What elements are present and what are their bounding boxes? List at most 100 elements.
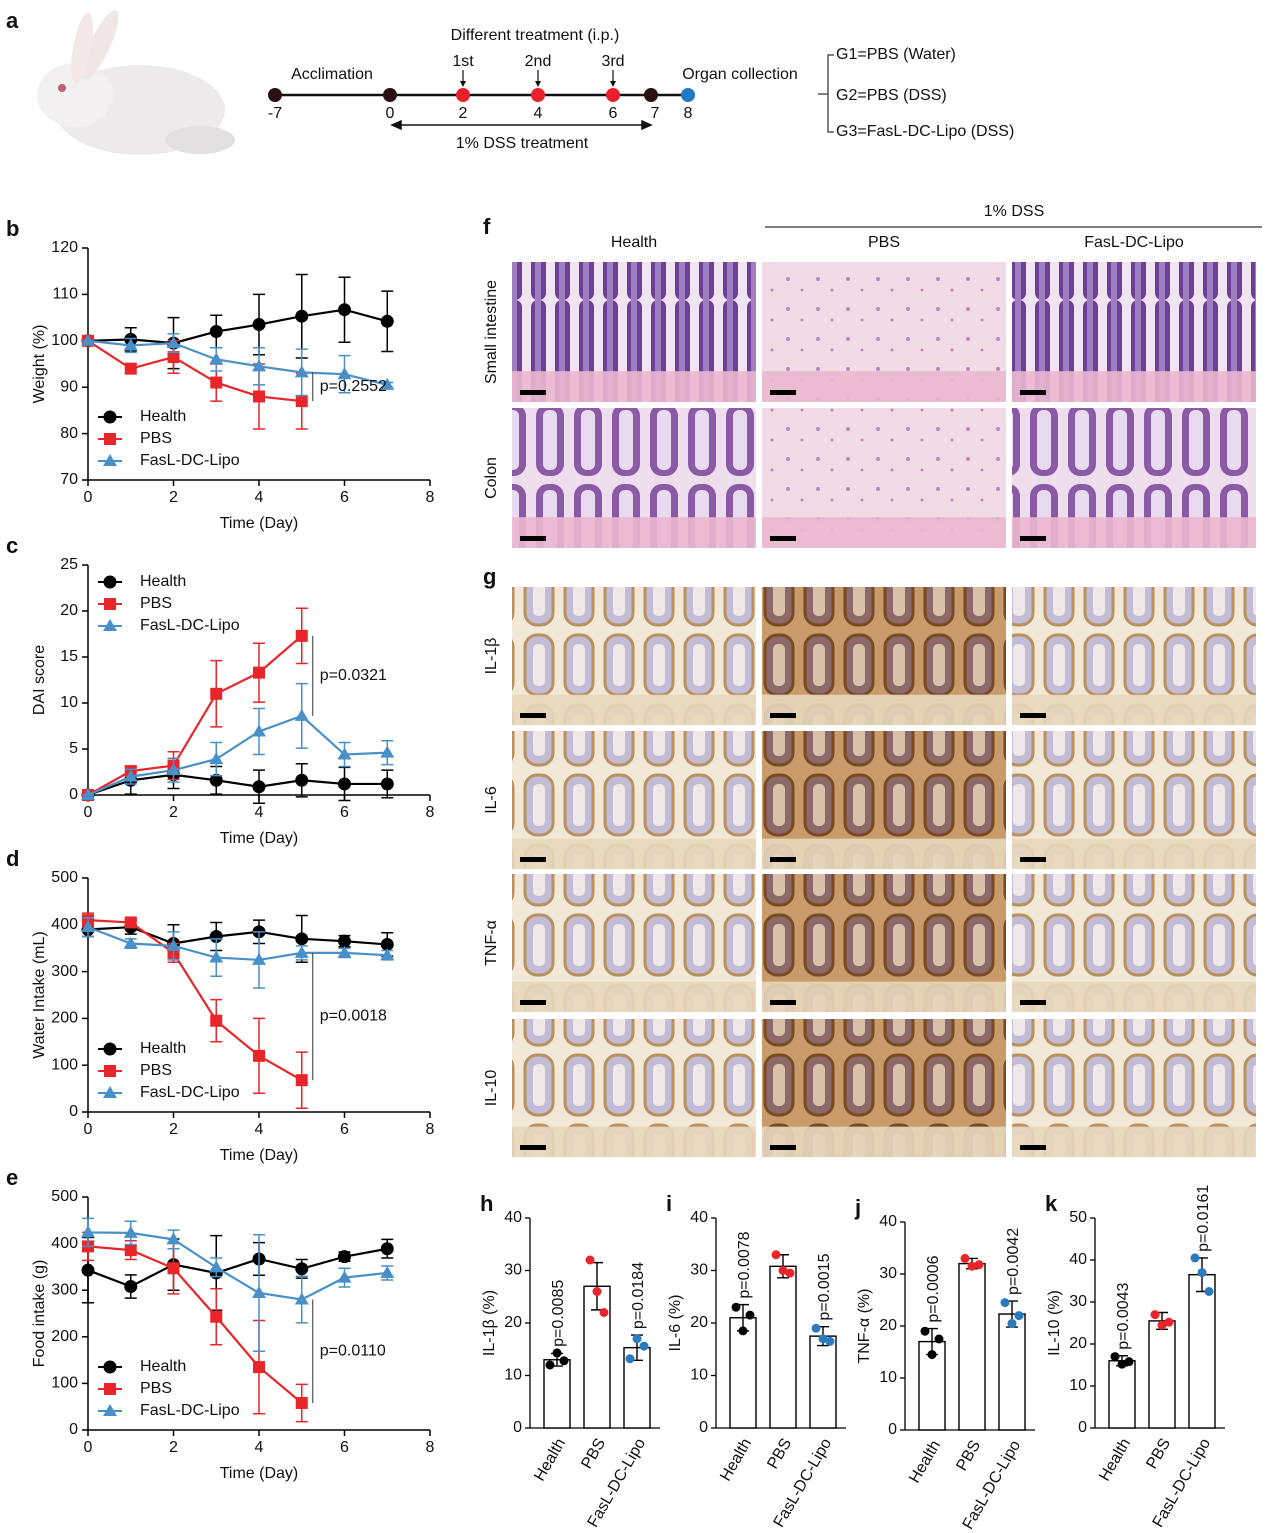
scale-bar [770, 390, 796, 395]
scale-bar [1020, 390, 1046, 395]
data-point [559, 1356, 569, 1366]
y-tick-label: 120 [51, 239, 78, 256]
data-point [927, 1350, 937, 1360]
y-tick-label: 40 [504, 1209, 522, 1226]
marker [295, 629, 308, 642]
marker [380, 937, 394, 951]
legend-label: PBS [140, 430, 172, 447]
marker [294, 708, 309, 721]
y-tick-label: 10 [504, 1367, 522, 1384]
timeline-point [644, 88, 658, 102]
tissue-band [762, 981, 1006, 1012]
y-tick-label: 500 [51, 1188, 78, 1205]
tissue-band [512, 517, 756, 548]
marker [210, 1310, 223, 1323]
marker [210, 687, 223, 700]
legend-label: Health [140, 1040, 186, 1057]
marker [295, 309, 309, 323]
bar [998, 1313, 1026, 1431]
column-header: FasL-DC-Lipo [1084, 234, 1184, 251]
x-tick-label: 4 [255, 1439, 264, 1456]
data-point [1190, 1253, 1200, 1263]
x-tick-label: Health [531, 1436, 569, 1485]
marker [124, 362, 137, 375]
series-line [87, 919, 303, 1082]
tissue-band [762, 517, 1006, 548]
marker [380, 377, 395, 390]
data-point [1007, 1318, 1017, 1328]
scale-bar [1020, 857, 1046, 862]
p-value: p=0.0085 [550, 1280, 567, 1347]
y-tick-label: 0 [69, 1421, 78, 1438]
y-tick-label: 300 [51, 963, 78, 980]
tissue-band [512, 694, 756, 725]
marker [253, 390, 265, 403]
marker [294, 1292, 309, 1305]
legend-label: FasL-DC-Lipo [140, 1402, 240, 1419]
y-tick-label: 100 [51, 1375, 78, 1392]
x-tick-label: 4 [255, 1121, 264, 1138]
y-tick-label: 50 [1069, 1209, 1087, 1226]
x-tick-label: 8 [426, 1439, 435, 1456]
y-tick-label: 25 [60, 556, 78, 573]
data-point [811, 1323, 821, 1333]
tissue-band [1012, 694, 1256, 725]
tissue-band [512, 371, 756, 402]
scale-bar [770, 1145, 796, 1150]
marker [253, 1361, 265, 1374]
legend-label: FasL-DC-Lipo [140, 617, 240, 634]
y-axis-label: IL-1β (%) [481, 1290, 498, 1356]
marker [338, 777, 351, 791]
tissue-band [1012, 1126, 1256, 1157]
data-point [745, 1310, 755, 1320]
timeline-point [681, 88, 695, 102]
tissue-band [762, 694, 1006, 725]
y-tick-label: 0 [69, 1103, 78, 1120]
scale-bar [520, 857, 546, 862]
marker [209, 930, 223, 943]
legend-marker [104, 1383, 116, 1395]
y-tick-label: 20 [879, 1317, 897, 1334]
marker [252, 724, 266, 737]
row-label: IL-10 [483, 1070, 500, 1107]
marker [166, 1232, 181, 1245]
y-tick-label: 80 [60, 425, 78, 442]
y-tick-label: 90 [60, 378, 78, 395]
scale-bar [520, 390, 546, 395]
y-tick-label: 100 [51, 332, 78, 349]
marker [124, 1244, 137, 1257]
y-axis-label: IL-6 (%) [667, 1295, 684, 1352]
y-tick-label: 0 [699, 1419, 708, 1436]
tissue-band [512, 981, 756, 1012]
timeline-text: Acclimation [291, 66, 373, 83]
panel-letter: c [6, 533, 18, 558]
marker [253, 666, 265, 679]
marker [338, 1250, 351, 1264]
marker [123, 936, 138, 949]
timeline-text: Different treatment (i.p.) [451, 27, 620, 44]
timeline-day: 2 [459, 105, 468, 122]
x-tick-label: 6 [340, 804, 349, 821]
row-label: IL-1β [483, 638, 500, 675]
bar [958, 1262, 986, 1431]
marker [380, 314, 394, 328]
marker [166, 938, 181, 951]
series-line [87, 773, 388, 797]
tissue-band [1012, 517, 1256, 548]
x-tick-label: 0 [84, 1439, 93, 1456]
data-point [545, 1360, 555, 1370]
marker [380, 948, 395, 961]
timeline-point [456, 88, 470, 102]
y-tick-label: 200 [51, 1328, 78, 1345]
data-point [778, 1266, 788, 1275]
p-value: p=0.0043 [1115, 1282, 1132, 1349]
x-tick-label: PBS [1143, 1436, 1174, 1472]
scale-bar [520, 536, 546, 541]
timeline-point [383, 88, 397, 102]
panel-letter: g [483, 564, 496, 589]
bar [1188, 1273, 1216, 1429]
y-tick-label: 20 [504, 1314, 522, 1331]
marker [124, 916, 137, 929]
y-tick-label: 30 [504, 1262, 522, 1279]
marker [210, 1014, 223, 1027]
